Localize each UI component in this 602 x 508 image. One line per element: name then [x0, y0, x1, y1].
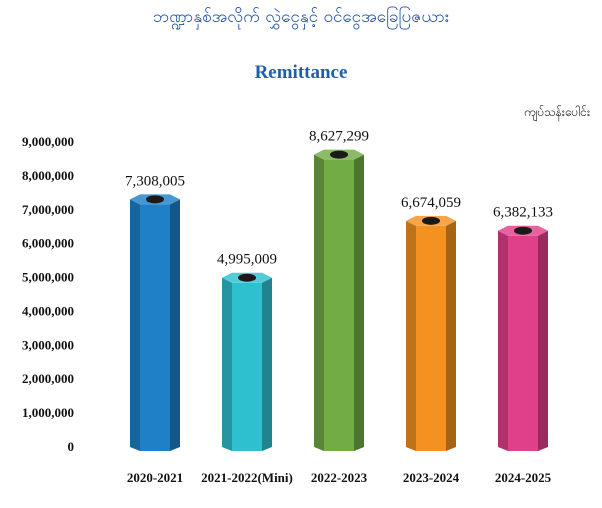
x-tick-label: 2020-2021: [127, 470, 183, 485]
y-tick-label: 1,000,000: [22, 405, 74, 420]
bar-left-face: [222, 277, 232, 451]
bar: [222, 272, 272, 451]
data-label: 6,382,133: [493, 205, 553, 221]
data-label: 8,627,299: [309, 129, 369, 145]
bar: [314, 149, 364, 451]
page-title: ဘဏ္ဍာနှစ်အလိုက် လွှဲငွေနှင့် ဝင်ငွေအခြေပ…: [152, 7, 450, 27]
bar-right-face: [262, 277, 272, 451]
bar-front-face: [140, 204, 170, 451]
y-tick-label: 6,000,000: [22, 236, 74, 251]
bar-cap-hole: [238, 273, 256, 282]
bar-cap-hole: [422, 216, 440, 225]
bar-front-face: [232, 282, 262, 451]
y-tick-label: 7,000,000: [22, 202, 74, 217]
y-tick-label: 3,000,000: [22, 337, 74, 352]
bar: [498, 225, 548, 451]
y-tick-label: 8,000,000: [22, 168, 74, 183]
bar-cap-hole: [514, 226, 532, 235]
y-tick-label: 0: [68, 439, 75, 454]
chart-title: Remittance: [254, 62, 348, 83]
bar-left-face: [314, 154, 324, 451]
bar-cap-hole: [330, 150, 348, 159]
y-tick-label: 2,000,000: [22, 371, 74, 386]
bar: [130, 194, 180, 451]
x-tick-label: 2021-2022(Mini): [201, 470, 293, 485]
unit-label: ကျပ်သန်းပေါင်း: [523, 105, 590, 119]
bar-front-face: [416, 225, 446, 451]
bar-right-face: [446, 220, 456, 451]
bar-right-face: [354, 154, 364, 451]
bar-left-face: [498, 230, 508, 451]
x-tick-label: 2022-2023: [311, 470, 368, 485]
bar-front-face: [324, 159, 354, 451]
y-tick-label: 4,000,000: [22, 303, 74, 318]
bar-right-face: [538, 230, 548, 451]
x-tick-label: 2024-2025: [495, 470, 552, 485]
bar-left-face: [406, 220, 416, 451]
bar-front-face: [508, 235, 538, 451]
bar-cap-hole: [146, 195, 164, 204]
bar-left-face: [130, 199, 140, 451]
y-tick-label: 9,000,000: [22, 134, 74, 149]
bar: [406, 215, 456, 451]
data-label: 4,995,009: [217, 252, 277, 268]
bar-right-face: [170, 199, 180, 451]
x-tick-label: 2023-2024: [403, 470, 460, 485]
y-tick-label: 5,000,000: [22, 270, 74, 285]
data-label: 7,308,005: [125, 173, 185, 189]
data-label: 6,674,059: [401, 195, 461, 211]
